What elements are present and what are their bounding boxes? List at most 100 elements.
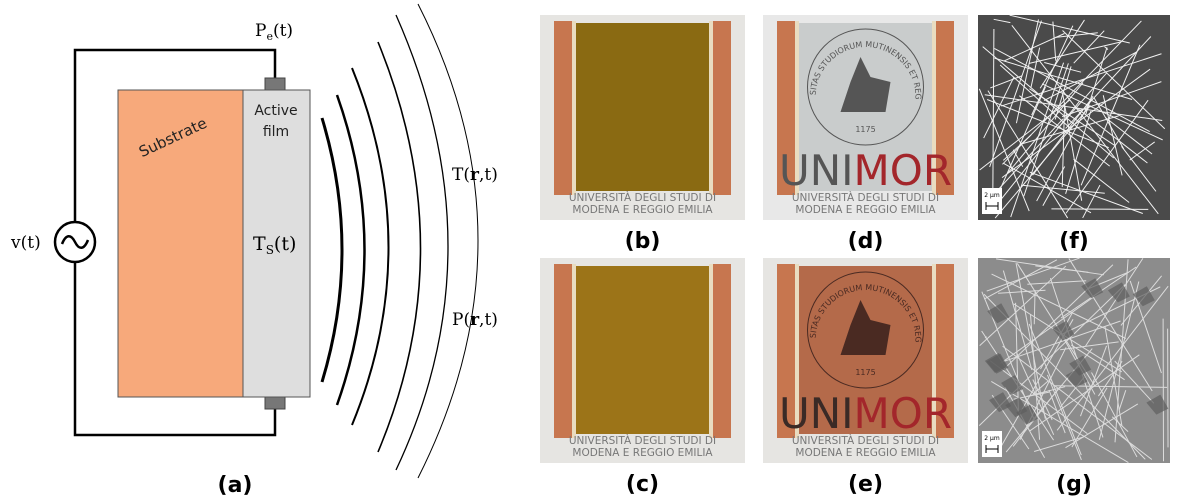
nanowire: [1015, 262, 1046, 419]
film-island: [1107, 282, 1130, 303]
nanowire: [1029, 88, 1116, 147]
nanowire: [1002, 345, 1153, 460]
subscript: S: [266, 243, 274, 257]
nanowire: [986, 257, 1080, 292]
photo-text: MODENA E REGGIO EMILIA: [795, 447, 936, 459]
film-island: [1132, 286, 1155, 307]
scale-box: [982, 188, 1002, 214]
nanowire: [1080, 44, 1141, 186]
logo-part: MOR: [854, 146, 952, 195]
film: [568, 266, 717, 434]
scale-label: 2 µm: [984, 435, 1000, 442]
seal-year: 1175: [855, 125, 875, 134]
nanowire: [1054, 66, 1072, 120]
nanowires: [978, 14, 1166, 219]
seal: [807, 271, 924, 389]
nanowire: [992, 118, 1064, 196]
photo-text: UNIVERSITÀ DEGLI STUDI DI: [569, 434, 716, 447]
text: ,t): [479, 310, 498, 330]
wavefront: [395, 14, 449, 471]
field-label: T(r,t): [452, 165, 498, 185]
nanowire: [990, 75, 1023, 89]
nanowire: [991, 273, 1127, 339]
photo-text: UNIVERSITÀ DEGLI STUDI DI: [792, 434, 939, 447]
copper-strip: [932, 21, 954, 195]
text: ,t): [479, 165, 498, 185]
vector: r: [470, 165, 480, 185]
film-label: film: [263, 124, 289, 140]
nanowire: [987, 90, 1069, 219]
symbol: P: [255, 21, 266, 41]
wavefront: [335, 94, 366, 406]
micrograph: 2 µm (f): [978, 14, 1170, 254]
nanowire: [1000, 297, 1093, 364]
copper-edge: [932, 264, 936, 438]
power-label: Pe(t): [255, 21, 293, 43]
nanowire: [1035, 265, 1089, 273]
nanowire: [1019, 95, 1110, 167]
nanowire: [993, 18, 1011, 24]
nanowire: [989, 20, 1042, 168]
nanowire: [1060, 341, 1119, 351]
nanowire: [1016, 352, 1055, 436]
photo-text: MODENA E REGGIO EMILIA: [572, 447, 713, 459]
nanowire: [1074, 105, 1148, 164]
nanowire: [1073, 158, 1130, 203]
nanowire: [1015, 19, 1039, 124]
caption: (b): [625, 229, 661, 254]
nanowire: [998, 289, 1046, 294]
seal-figure: [840, 57, 891, 112]
nanowire: [1118, 390, 1127, 411]
field-label: P(r,t): [452, 310, 498, 330]
argument: (t): [273, 21, 293, 41]
film-label: Active: [254, 103, 297, 119]
logo: UNIMOR: [779, 389, 952, 438]
nanowire: [979, 99, 1071, 171]
copper-strip: [932, 264, 954, 438]
film: [568, 23, 717, 191]
photo-text: UNIVERSITÀ DEGLI STUDI DI: [569, 191, 716, 204]
nanowire: [1011, 24, 1159, 215]
nanowire: [1044, 62, 1082, 73]
film-island: [1001, 374, 1024, 395]
film-island: [989, 392, 1012, 413]
copper-edge: [795, 21, 799, 195]
nanowire: [1097, 360, 1123, 397]
nanowire: [1129, 141, 1155, 161]
seal-figure: [840, 300, 891, 355]
nanowire: [1046, 374, 1082, 461]
copper-edge: [572, 21, 576, 195]
copper-strip: [554, 264, 576, 438]
nanowire: [1028, 41, 1121, 65]
copper-strip: [709, 21, 731, 195]
film-island: [1146, 394, 1169, 415]
film-island: [1069, 355, 1092, 376]
seal: [807, 28, 924, 146]
nanowire: [1082, 184, 1101, 219]
film-island: [1052, 320, 1075, 341]
nanowire: [1061, 105, 1066, 187]
nanowire: [984, 336, 987, 339]
photo-text: UNIVERSITÀ DEGLI STUDI DI: [792, 191, 939, 204]
logo-part: UNI: [779, 389, 854, 438]
nanowire: [1001, 320, 1121, 363]
nanowire: [979, 265, 1067, 347]
scale-bar: [985, 445, 999, 453]
nanowire: [1114, 360, 1155, 404]
wavefronts: [320, 3, 479, 479]
copper-edge: [572, 264, 576, 438]
nanowire: [1104, 116, 1153, 155]
terminal: [264, 396, 286, 410]
nanowire: [1009, 14, 1130, 44]
nanowire: [978, 88, 1030, 212]
subscript: e: [266, 30, 273, 43]
nanowire: [1049, 277, 1104, 438]
nanowire: [1029, 354, 1140, 432]
nanowire: [1091, 372, 1138, 458]
copper-edge: [932, 21, 936, 195]
photo-text: MODENA E REGGIO EMILIA: [572, 204, 713, 216]
nanowire: [998, 319, 1074, 451]
